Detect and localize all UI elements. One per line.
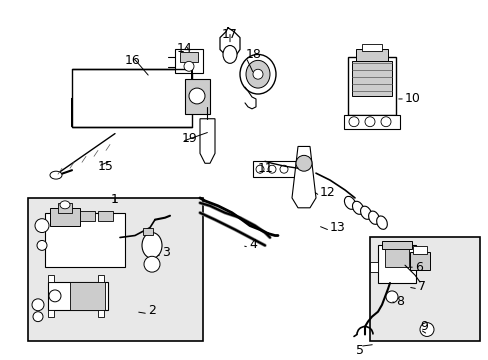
- Polygon shape: [98, 310, 104, 317]
- Ellipse shape: [376, 216, 386, 229]
- Ellipse shape: [245, 60, 269, 88]
- Ellipse shape: [32, 299, 44, 311]
- Bar: [70, 282, 105, 310]
- Ellipse shape: [142, 233, 162, 258]
- Ellipse shape: [223, 45, 237, 63]
- Bar: [381, 242, 411, 249]
- Bar: [343, 115, 399, 129]
- Ellipse shape: [256, 165, 264, 173]
- Bar: [50, 208, 80, 226]
- Text: 14: 14: [177, 41, 192, 55]
- Ellipse shape: [37, 240, 47, 250]
- Text: 6: 6: [414, 261, 422, 274]
- Ellipse shape: [252, 69, 263, 79]
- Text: 8: 8: [395, 295, 403, 308]
- Text: 5: 5: [355, 345, 363, 357]
- Polygon shape: [48, 275, 54, 282]
- Bar: [347, 57, 395, 115]
- Ellipse shape: [189, 88, 204, 104]
- Ellipse shape: [368, 211, 379, 224]
- Ellipse shape: [35, 219, 49, 233]
- Ellipse shape: [60, 201, 70, 209]
- Bar: [252, 161, 307, 177]
- Bar: [355, 49, 387, 61]
- Polygon shape: [291, 147, 315, 208]
- Ellipse shape: [364, 117, 374, 127]
- Text: 15: 15: [98, 160, 114, 173]
- Text: 4: 4: [248, 238, 256, 251]
- Ellipse shape: [49, 290, 61, 302]
- Bar: [72, 69, 192, 127]
- Bar: [409, 252, 429, 270]
- Ellipse shape: [240, 54, 275, 94]
- Ellipse shape: [360, 206, 371, 219]
- Text: 16: 16: [125, 54, 141, 67]
- Text: 10: 10: [404, 93, 420, 105]
- Ellipse shape: [50, 171, 62, 179]
- Ellipse shape: [385, 291, 397, 303]
- Text: 9: 9: [419, 320, 427, 333]
- Bar: [80, 211, 95, 221]
- Bar: [58, 203, 72, 213]
- Text: 2: 2: [148, 304, 156, 317]
- Ellipse shape: [295, 156, 311, 171]
- Ellipse shape: [267, 165, 275, 173]
- Ellipse shape: [419, 323, 433, 337]
- Ellipse shape: [352, 201, 363, 214]
- Ellipse shape: [183, 61, 194, 71]
- Polygon shape: [369, 262, 377, 272]
- Ellipse shape: [344, 196, 355, 210]
- Bar: [384, 249, 408, 267]
- Text: 19: 19: [182, 132, 197, 145]
- Bar: [369, 238, 479, 341]
- Polygon shape: [48, 310, 54, 317]
- Text: 12: 12: [319, 186, 335, 199]
- Ellipse shape: [143, 256, 160, 272]
- Text: 1: 1: [111, 193, 119, 206]
- Bar: [377, 246, 415, 283]
- Polygon shape: [200, 119, 215, 163]
- Ellipse shape: [33, 312, 43, 321]
- Bar: [361, 44, 381, 51]
- Bar: [98, 211, 113, 221]
- Bar: [45, 213, 125, 267]
- Text: 11: 11: [258, 162, 273, 175]
- Text: 3: 3: [162, 246, 169, 259]
- Bar: [142, 228, 153, 234]
- Bar: [28, 198, 203, 341]
- Bar: [412, 246, 426, 254]
- Ellipse shape: [380, 117, 390, 127]
- Bar: [175, 49, 203, 73]
- Text: 18: 18: [245, 48, 262, 61]
- Text: 13: 13: [329, 221, 345, 234]
- Bar: [351, 61, 391, 96]
- Text: 17: 17: [222, 28, 238, 41]
- Polygon shape: [98, 275, 104, 282]
- Ellipse shape: [348, 117, 358, 127]
- Bar: [48, 282, 108, 310]
- Text: 7: 7: [417, 280, 425, 293]
- Ellipse shape: [280, 165, 287, 173]
- Bar: [184, 79, 209, 114]
- Bar: [180, 53, 198, 62]
